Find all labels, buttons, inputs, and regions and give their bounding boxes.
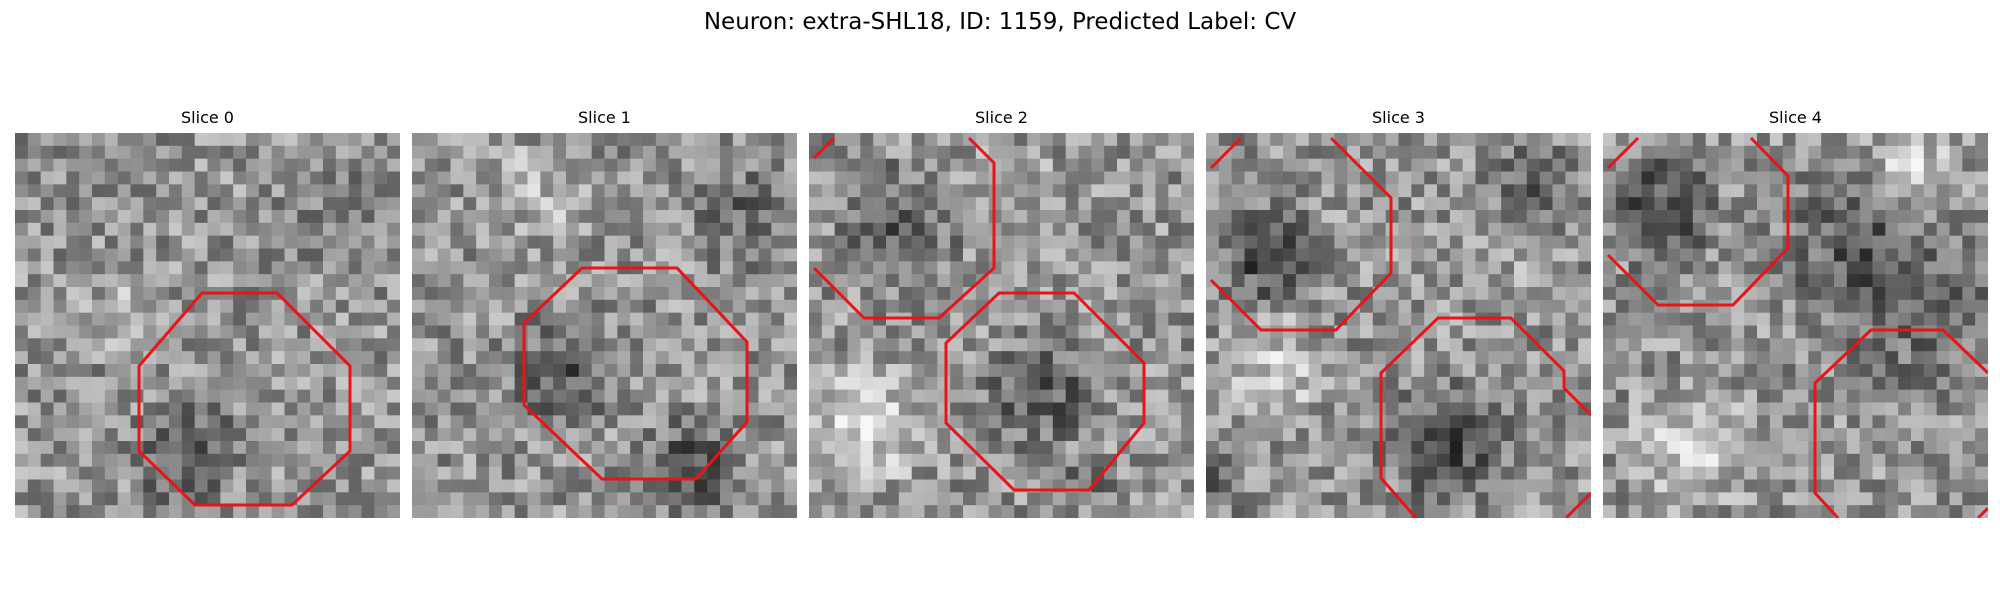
microscopy-pixels-1 <box>412 133 797 518</box>
slice-title-0: Slice 0 <box>15 108 400 128</box>
microscopy-pixels-3 <box>1206 133 1591 518</box>
slice-image-0 <box>15 133 400 518</box>
slice-image-2 <box>809 133 1194 518</box>
slice-title-3: Slice 3 <box>1206 108 1591 128</box>
figure-title: Neuron: extra-SHL18, ID: 1159, Predicted… <box>0 6 2000 38</box>
slice-title-1: Slice 1 <box>412 108 797 128</box>
slice-panel-4: Slice 4 <box>1603 133 1988 518</box>
slice-panel-0: Slice 0 <box>15 133 400 518</box>
slice-image-3 <box>1206 133 1591 518</box>
slice-image-1 <box>412 133 797 518</box>
slice-panel-2: Slice 2 <box>809 133 1194 518</box>
microscopy-pixels-2 <box>809 133 1194 518</box>
slice-panel-1: Slice 1 <box>412 133 797 518</box>
slice-image-4 <box>1603 133 1988 518</box>
slice-panel-3: Slice 3 <box>1206 133 1591 518</box>
slice-title-4: Slice 4 <box>1603 108 1988 128</box>
microscopy-pixels-4 <box>1603 133 1988 518</box>
slice-title-2: Slice 2 <box>809 108 1194 128</box>
